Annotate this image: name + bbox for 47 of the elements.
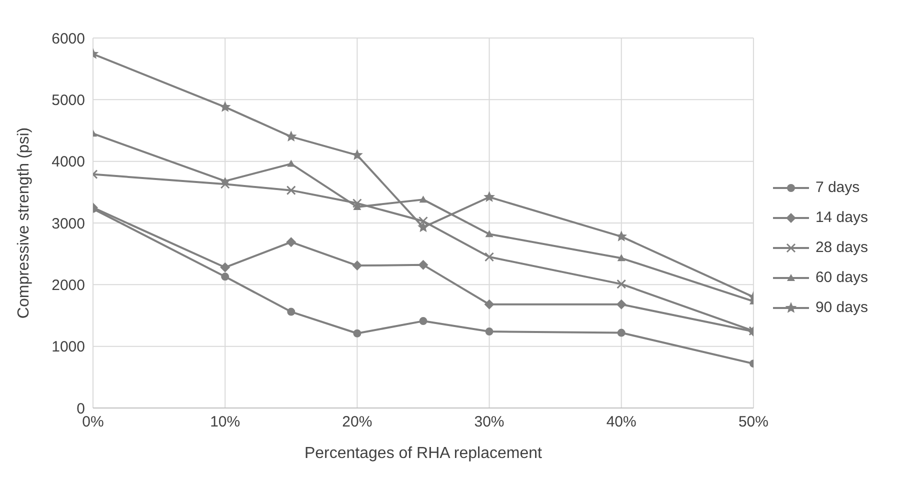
point: [352, 260, 362, 271]
y-tick-label: 0: [76, 400, 85, 418]
point: [221, 177, 230, 184]
legend-label: 90 days: [815, 298, 868, 318]
point: [352, 198, 362, 208]
point: [418, 216, 428, 226]
x-tick-label: 10%: [210, 414, 240, 431]
point: [484, 299, 494, 310]
point: [485, 328, 494, 336]
point: [285, 130, 297, 142]
x-tick-label: 30%: [474, 414, 504, 431]
x-axis-title: Percentages of RHA replacement: [304, 445, 543, 462]
point: [616, 230, 628, 242]
point: [616, 279, 626, 289]
y-tick-label: 6000: [52, 30, 85, 48]
y-axis-title: Compressive strength (psi): [16, 127, 33, 319]
legend-label: 14 days: [815, 208, 868, 228]
point: [353, 329, 362, 338]
y-tick-label: 5000: [52, 92, 85, 109]
x-tick-label: 40%: [606, 414, 636, 431]
point: [419, 196, 428, 203]
legend-label: 28 days: [815, 238, 868, 258]
point: [616, 299, 626, 310]
point: [484, 252, 494, 262]
point: [418, 260, 428, 270]
point: [617, 328, 626, 337]
y-tick-label: 2000: [52, 276, 85, 294]
point: [219, 101, 231, 112]
point: [617, 254, 626, 262]
point: [220, 179, 230, 189]
point: [419, 317, 428, 326]
x-tick-label: 50%: [738, 414, 768, 431]
y-tick-label: 1000: [52, 338, 85, 356]
point: [418, 221, 429, 232]
point: [286, 237, 296, 248]
y-tick-label: 3000: [52, 215, 85, 232]
legend-label: 7 days: [815, 178, 860, 198]
x-tick-label: 20%: [342, 414, 372, 431]
point: [221, 272, 230, 281]
point: [220, 262, 230, 272]
point: [287, 308, 296, 316]
point: [485, 230, 494, 238]
y-tick-label: 4000: [52, 154, 85, 171]
point: [286, 186, 296, 196]
point: [484, 191, 495, 202]
x-tick-label: 0%: [82, 414, 104, 431]
legend-label: 60 days: [815, 268, 868, 288]
